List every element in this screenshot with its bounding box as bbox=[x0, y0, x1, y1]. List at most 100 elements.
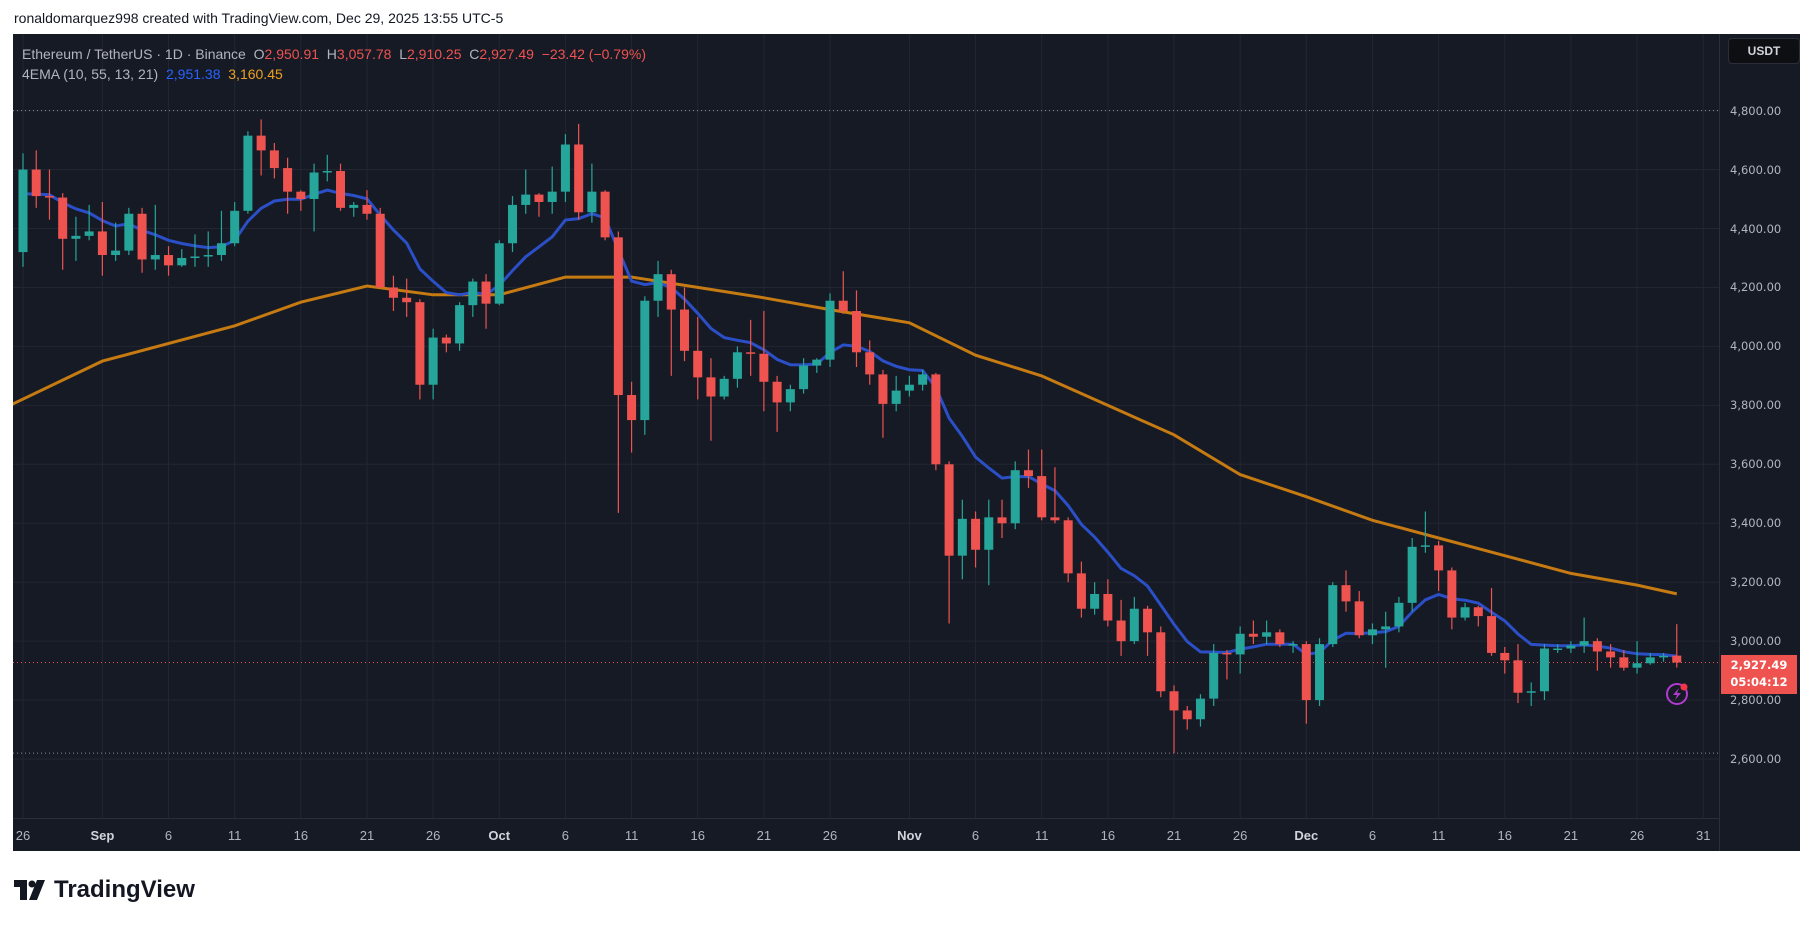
candle bbox=[1566, 641, 1576, 653]
tradingview-logo[interactable]: TradingView bbox=[14, 876, 195, 904]
candle-body bbox=[931, 374, 941, 465]
candle bbox=[759, 311, 769, 412]
candle bbox=[785, 384, 795, 412]
candle bbox=[441, 334, 451, 353]
candle bbox=[1619, 649, 1629, 671]
candle bbox=[137, 207, 147, 273]
candle-body bbox=[1341, 585, 1351, 602]
candle-body bbox=[1367, 629, 1377, 636]
candle bbox=[957, 499, 967, 580]
candle-body bbox=[1579, 641, 1589, 646]
candle bbox=[825, 293, 835, 368]
candle bbox=[150, 204, 160, 270]
candle-body bbox=[1592, 641, 1602, 652]
candle bbox=[627, 381, 637, 453]
candle bbox=[1328, 582, 1338, 648]
candle bbox=[177, 249, 187, 267]
candle-body bbox=[904, 384, 914, 391]
candle bbox=[1010, 461, 1020, 530]
candle bbox=[931, 372, 941, 471]
candle bbox=[574, 123, 584, 220]
chart-credit: ronaldomarquez998 created with TradingVi… bbox=[14, 10, 504, 26]
candle-body bbox=[851, 311, 861, 353]
candle bbox=[362, 190, 372, 220]
candle-body bbox=[1143, 608, 1153, 633]
price-axis[interactable]: USDT 4,800.00 4,600.00 4,400.00 4,200.00 4,0… bbox=[1719, 34, 1801, 851]
candle bbox=[243, 131, 253, 214]
candle-body bbox=[428, 337, 438, 385]
candle-body bbox=[97, 231, 107, 256]
candle-body bbox=[1659, 655, 1669, 658]
time-tick: 6 bbox=[971, 828, 980, 843]
candle bbox=[508, 196, 518, 253]
candle-body bbox=[71, 235, 81, 239]
indicator-title[interactable]: 4EMA (10, 55, 13, 21) bbox=[22, 66, 159, 82]
candle-body bbox=[680, 309, 689, 351]
candle-body bbox=[613, 237, 623, 396]
candle-body bbox=[878, 374, 888, 404]
candle-body bbox=[719, 378, 729, 397]
candle-body bbox=[1539, 648, 1549, 692]
candle-body bbox=[1129, 608, 1139, 642]
time-tick: 11 bbox=[1034, 828, 1049, 843]
price-tick: 3,000.00 bbox=[1730, 634, 1782, 649]
candle bbox=[481, 274, 491, 329]
candle bbox=[851, 290, 861, 368]
symbol-title[interactable]: Ethereum / TetherUS · 1D · Binance bbox=[22, 46, 246, 62]
candle-body bbox=[759, 353, 769, 382]
candle bbox=[865, 340, 875, 385]
time-axis[interactable]: 26 Sep 6 11 16 21 26 Oct 6 11 16 21 26 Nov 6 11 16 21 26 De… bbox=[13, 818, 1719, 852]
chart-frame[interactable]: Ethereum / TetherUS · 1D · Binance O2,95… bbox=[13, 34, 1800, 851]
candle bbox=[878, 369, 888, 438]
candle bbox=[71, 216, 81, 261]
candle bbox=[111, 222, 121, 261]
candle-body bbox=[1050, 517, 1060, 521]
candle-body bbox=[1566, 645, 1576, 649]
candle-body bbox=[1460, 607, 1470, 618]
candle-body bbox=[534, 194, 544, 202]
candle-body bbox=[1513, 660, 1523, 693]
last-price-label: 2,927.49 05:04:12 bbox=[1721, 654, 1797, 694]
ema-fast-value: 2,951.38 bbox=[165, 66, 221, 82]
candle bbox=[375, 207, 385, 288]
candle bbox=[971, 511, 981, 568]
candle bbox=[1301, 641, 1311, 724]
candle bbox=[799, 358, 809, 394]
currency-button[interactable]: USDT bbox=[1728, 38, 1800, 64]
time-tick: Sep bbox=[90, 828, 115, 843]
candle-body bbox=[666, 274, 676, 310]
candle-body bbox=[1209, 652, 1219, 699]
lightning-icon[interactable] bbox=[1666, 683, 1688, 705]
candle bbox=[1182, 705, 1192, 730]
brand-name: TradingView bbox=[54, 876, 195, 903]
candle-body bbox=[216, 243, 226, 256]
candle bbox=[190, 234, 200, 267]
candle-body bbox=[1076, 573, 1086, 609]
price-plot[interactable] bbox=[13, 34, 1719, 818]
candle bbox=[547, 166, 557, 214]
candle-body bbox=[1288, 644, 1298, 646]
candle bbox=[891, 375, 901, 412]
candle bbox=[1235, 626, 1245, 674]
candle bbox=[560, 134, 570, 202]
candle-body bbox=[772, 381, 782, 403]
candle-body bbox=[1672, 655, 1682, 663]
dotted-levels bbox=[13, 110, 1719, 754]
candle-body bbox=[362, 204, 372, 214]
candle-body bbox=[812, 359, 822, 366]
candle bbox=[812, 358, 822, 373]
candle-body bbox=[322, 171, 332, 173]
candle bbox=[1156, 626, 1166, 698]
grid bbox=[13, 34, 1719, 818]
candle bbox=[693, 316, 703, 400]
time-tick: 6 bbox=[1368, 828, 1377, 843]
candle bbox=[1288, 641, 1298, 653]
candle-body bbox=[1222, 652, 1232, 655]
time-tick: 16 bbox=[1497, 828, 1512, 843]
candle-body bbox=[1063, 520, 1073, 574]
candle bbox=[587, 163, 597, 223]
candle-body bbox=[150, 255, 160, 260]
candle-body bbox=[1606, 651, 1616, 658]
candle-body bbox=[1526, 691, 1536, 693]
candle-body bbox=[984, 517, 994, 550]
